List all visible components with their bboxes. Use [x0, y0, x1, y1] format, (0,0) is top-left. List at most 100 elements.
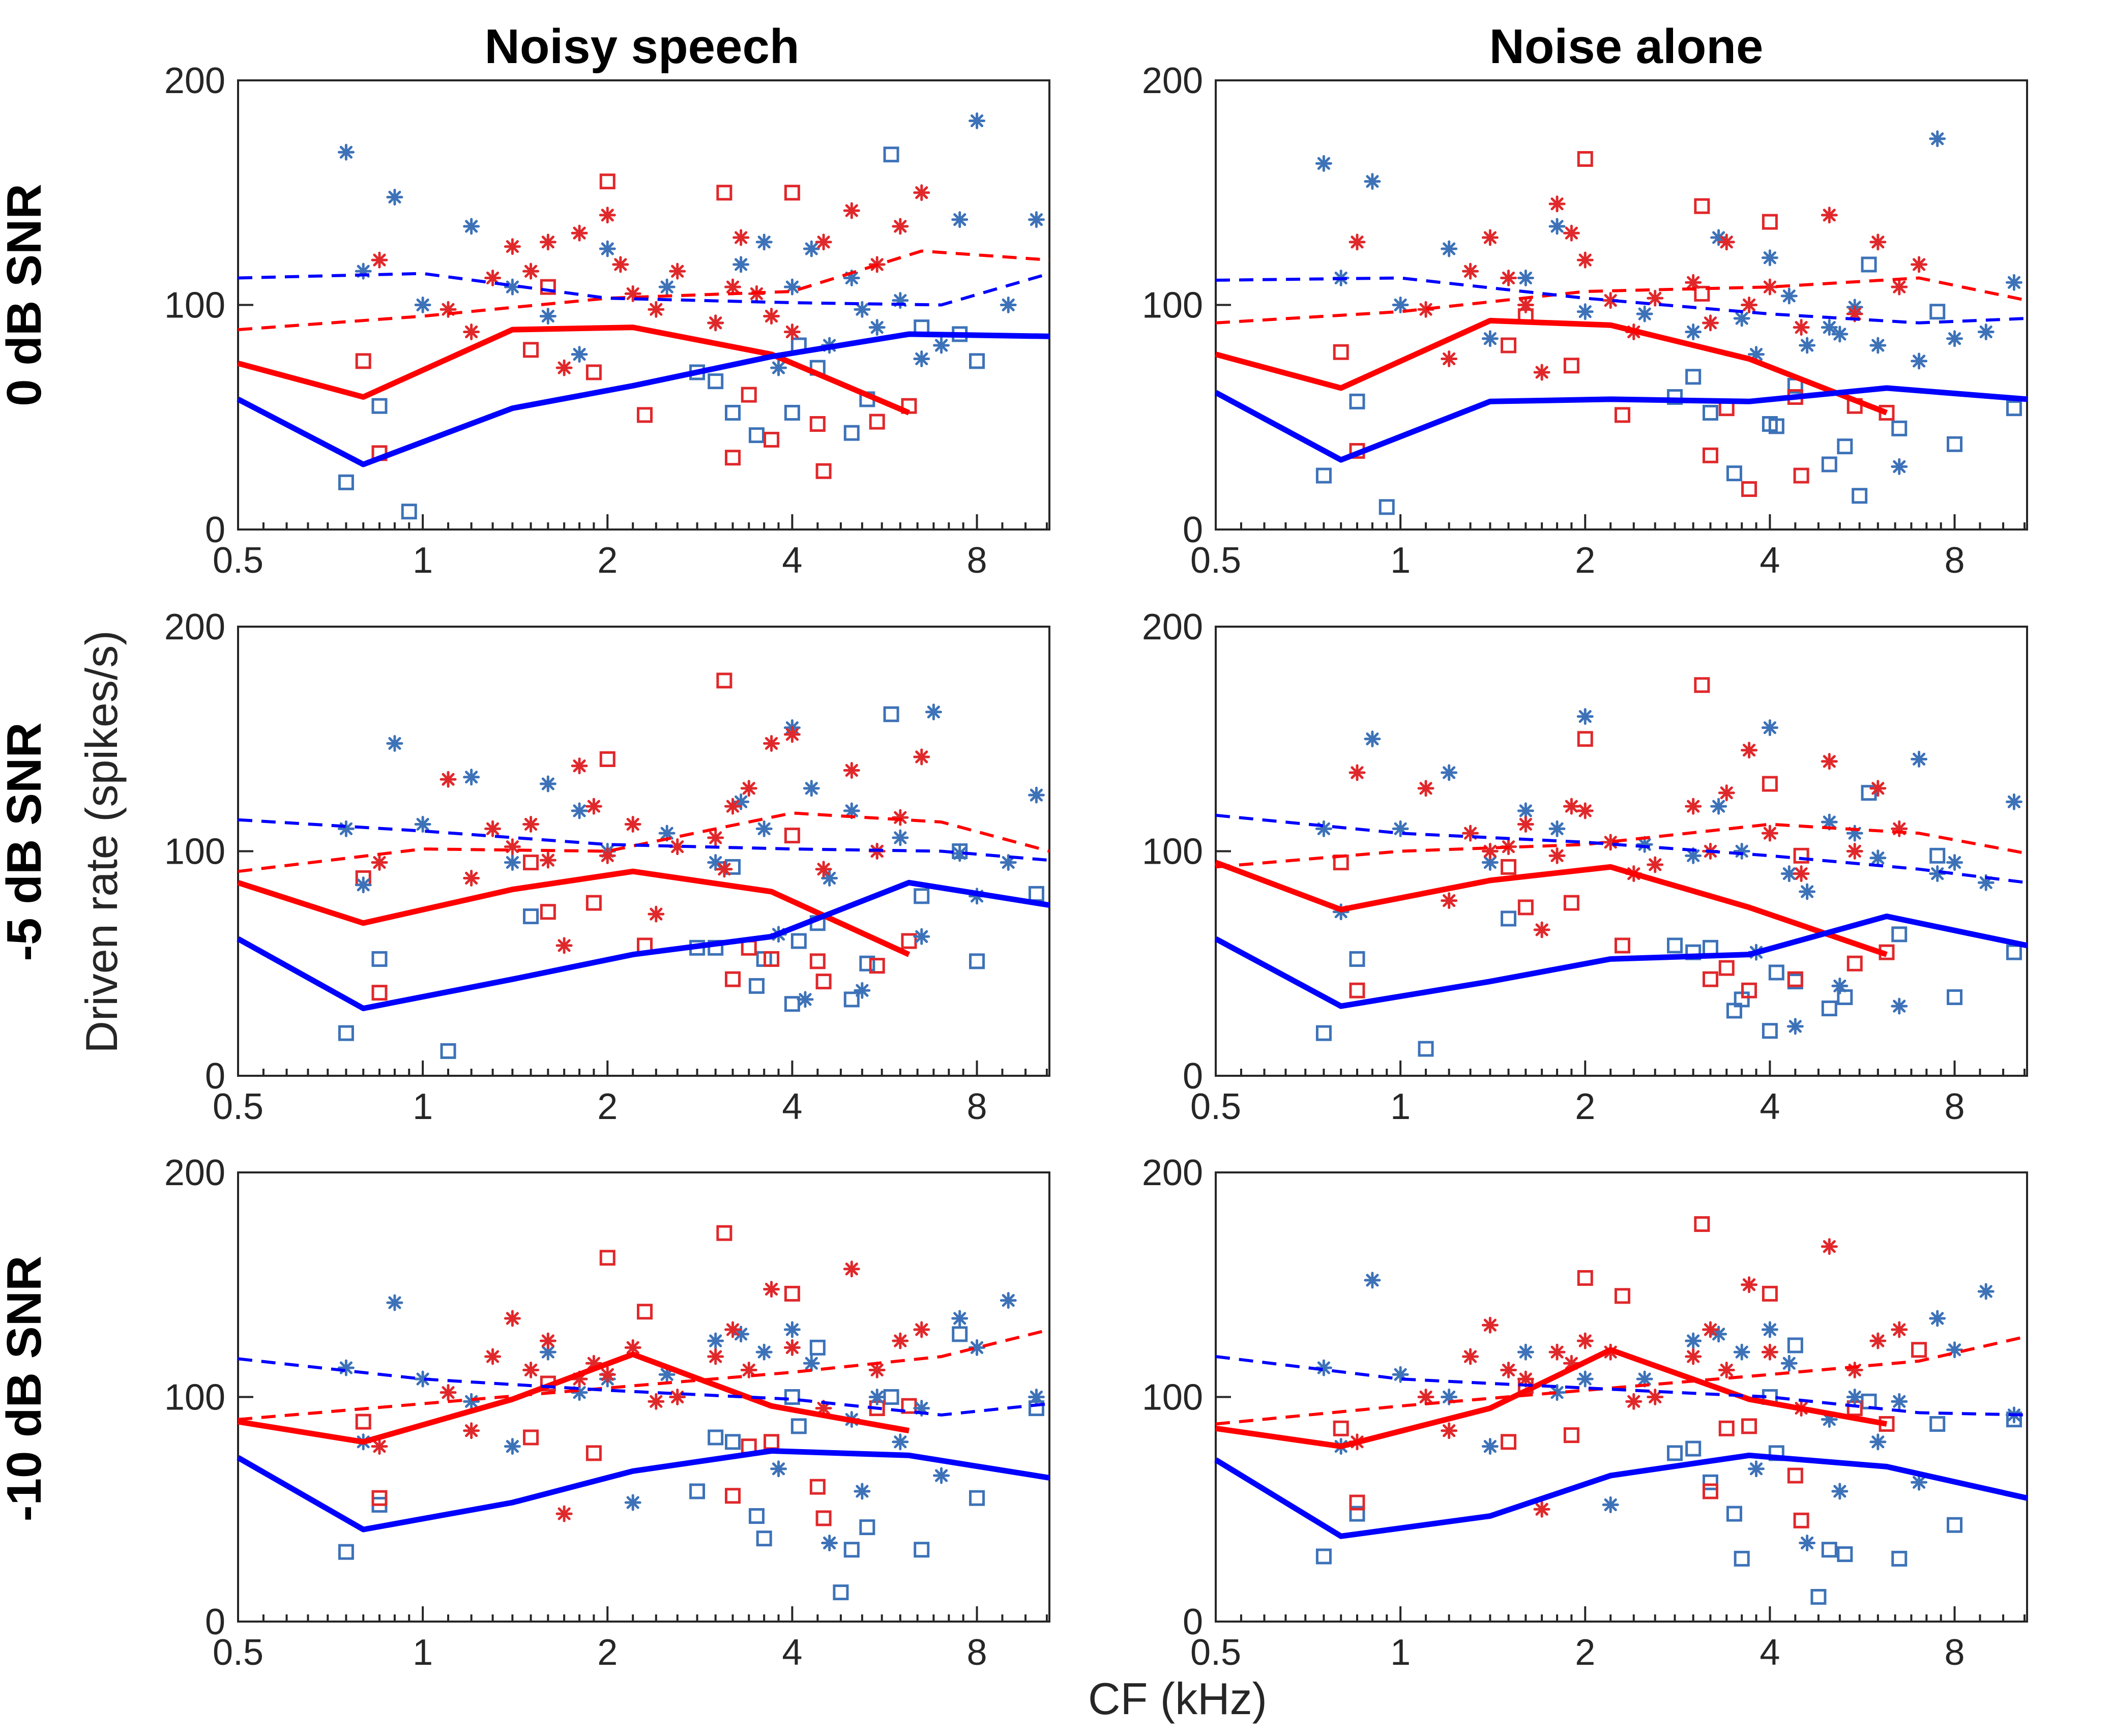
star-marker	[1000, 854, 1017, 871]
square-marker	[1702, 447, 1718, 463]
square-marker	[1741, 1418, 1757, 1434]
star-marker	[783, 323, 801, 340]
y-tick-label: 100	[1142, 832, 1203, 872]
square-marker	[833, 1584, 849, 1601]
star-marker	[463, 218, 480, 235]
square-marker	[1787, 1337, 1803, 1354]
x-tick-label: 8	[967, 540, 987, 581]
square-marker	[756, 1531, 772, 1547]
x-tick-label: 8	[967, 1632, 987, 1673]
x-tick-label: 2	[597, 1632, 618, 1673]
x-tick-label: 4	[782, 1632, 802, 1673]
star-marker	[868, 1389, 886, 1405]
star-marker	[1636, 305, 1653, 322]
y-tick-label: 100	[1142, 1377, 1203, 1418]
square-marker	[1726, 1506, 1742, 1522]
star-marker	[371, 1438, 388, 1455]
square-marker	[815, 974, 832, 990]
y-tick-label: 200	[1142, 607, 1203, 648]
x-tick-label: 0.5	[1190, 1086, 1241, 1127]
square-marker	[815, 1510, 832, 1526]
star-marker	[843, 762, 860, 779]
star-marker	[1718, 1362, 1735, 1379]
star-marker	[854, 1483, 871, 1500]
star-marker	[555, 1505, 573, 1522]
square-marker	[1891, 1550, 1908, 1567]
star-marker	[1028, 211, 1045, 228]
star-marker	[1946, 854, 1963, 871]
star-marker	[539, 1332, 556, 1349]
star-marker	[1647, 289, 1664, 307]
star-marker	[1869, 337, 1887, 354]
row-title-minus10db: -10 dB SNR	[0, 1256, 51, 1522]
star-marker	[1946, 1341, 1963, 1359]
star-marker	[1576, 303, 1594, 320]
x-tick-label: 0.5	[1190, 540, 1241, 581]
star-marker	[599, 240, 616, 257]
red-solid-line	[237, 325, 911, 416]
star-marker	[1891, 997, 1908, 1015]
square-marker	[809, 1479, 826, 1495]
star-marker	[669, 1389, 686, 1405]
star-marker	[612, 256, 629, 273]
square-marker	[371, 1490, 388, 1506]
star-marker	[1315, 1359, 1332, 1376]
red-solid-line	[1215, 1347, 1887, 1450]
star-marker	[484, 1348, 502, 1365]
square-marker	[1577, 151, 1593, 167]
star-marker	[1786, 1018, 1804, 1035]
star-marker	[599, 1366, 616, 1383]
star-marker	[1000, 297, 1017, 313]
square-marker	[1685, 1440, 1702, 1457]
star-marker	[1929, 865, 1946, 882]
y-tick-label: 0	[205, 1056, 225, 1097]
square-marker	[1563, 358, 1579, 374]
y-axis-label: Driven rate (spikes/s)	[76, 630, 127, 1053]
x-tick-label: 1	[413, 1086, 433, 1127]
column-title-noise-alone: Noise alone	[1489, 19, 1764, 74]
x-axis-label: CF (kHz)	[1088, 1673, 1267, 1724]
star-marker	[1348, 233, 1366, 251]
square-marker	[1762, 1285, 1778, 1302]
star-marker	[1741, 1276, 1758, 1293]
star-marker	[1441, 240, 1458, 257]
star-marker	[951, 211, 969, 228]
x-tick-label: 8	[1945, 1086, 1965, 1127]
square-marker	[784, 828, 800, 844]
square-marker	[724, 404, 741, 421]
square-marker	[1379, 499, 1395, 515]
star-marker	[624, 816, 641, 833]
y-tick-label: 200	[1142, 61, 1203, 101]
star-marker	[539, 851, 556, 869]
star-marker	[732, 256, 750, 273]
star-marker	[2005, 793, 2022, 810]
x-tick-label: 0.5	[213, 1632, 263, 1673]
star-marker	[1481, 330, 1499, 347]
square-marker	[1563, 1427, 1579, 1444]
star-marker	[1563, 224, 1580, 242]
star-marker	[783, 726, 801, 743]
square-marker	[1861, 785, 1877, 801]
star-marker	[555, 937, 573, 954]
star-marker	[1462, 262, 1479, 280]
star-marker	[1911, 256, 1928, 273]
star-marker	[854, 301, 871, 318]
square-marker	[1810, 1588, 1827, 1605]
square-marker	[1768, 418, 1784, 434]
star-marker	[386, 1294, 403, 1311]
square-marker	[599, 1250, 615, 1266]
star-marker	[1710, 798, 1727, 815]
star-marker	[1869, 780, 1887, 797]
panel-r0-c1: 0.5 1 2 4 8 0 100 200	[1142, 61, 2028, 581]
star-marker	[669, 838, 686, 856]
star-marker	[1441, 764, 1458, 781]
star-marker	[571, 757, 588, 775]
square-marker	[1846, 955, 1863, 972]
star-marker	[892, 218, 909, 235]
square-marker	[440, 1043, 456, 1059]
square-marker	[523, 1429, 539, 1446]
star-marker	[724, 1321, 741, 1338]
square-marker	[809, 1339, 826, 1356]
star-marker	[854, 982, 871, 999]
